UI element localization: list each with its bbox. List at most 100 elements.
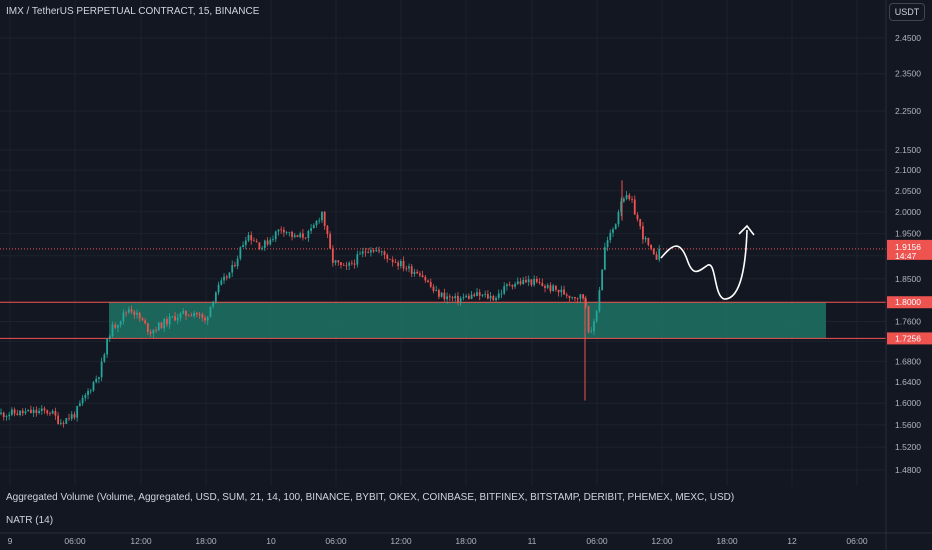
candle	[345, 261, 348, 271]
candle	[584, 295, 587, 309]
candle	[647, 237, 650, 247]
candle	[429, 278, 432, 289]
candle	[68, 413, 70, 422]
candle	[337, 260, 340, 266]
price-tick-label: 1.6000	[895, 398, 921, 408]
candle	[2, 411, 5, 421]
candle	[476, 288, 478, 297]
candle	[435, 285, 438, 292]
candle	[516, 277, 519, 286]
candle	[459, 296, 462, 306]
indicator-natr-legend[interactable]: NATR (14)	[6, 515, 54, 526]
candle	[378, 246, 380, 254]
candle	[40, 404, 43, 415]
candle	[144, 318, 147, 325]
candle	[544, 284, 546, 293]
candle	[639, 218, 642, 230]
candle	[282, 226, 285, 237]
candle	[187, 314, 190, 317]
time-tick-label: 11	[528, 536, 537, 546]
price-tick-label: 2.4500	[895, 33, 921, 43]
candle	[304, 237, 307, 240]
candle	[269, 237, 272, 246]
candle	[46, 409, 49, 416]
candle	[522, 276, 525, 285]
candle	[489, 291, 492, 302]
grid-lines	[0, 0, 886, 486]
candle	[370, 246, 372, 257]
candle	[486, 290, 489, 300]
candle	[157, 321, 160, 332]
indicator-volume-legend[interactable]: Aggregated Volume (Volume, Aggregated, U…	[6, 492, 735, 503]
candle	[228, 272, 231, 279]
time-tick-label: 18:00	[716, 536, 738, 546]
candle	[263, 239, 266, 251]
candle	[530, 279, 533, 287]
candle	[108, 334, 111, 342]
time-tick-label: 10	[266, 536, 276, 546]
candle	[5, 414, 8, 421]
candle	[579, 293, 582, 303]
candle	[617, 209, 620, 228]
candles	[0, 180, 661, 428]
time-axis[interactable]: 9 06:00 12:00 18:00 10 06:00 12:00 18:00 11 06:00…	[8, 536, 868, 546]
candle	[527, 275, 530, 287]
candle	[280, 226, 283, 234]
candle	[473, 292, 476, 298]
candle	[593, 318, 595, 336]
candle	[277, 229, 280, 236]
candle	[111, 321, 114, 338]
zone-bottom-tag	[887, 332, 932, 345]
candle	[13, 407, 16, 417]
demand-zone	[109, 302, 826, 339]
candle	[356, 250, 359, 268]
candle	[214, 291, 217, 305]
candle	[628, 193, 631, 201]
candle	[631, 196, 633, 204]
candle	[620, 197, 623, 217]
candle	[312, 223, 315, 229]
candle	[606, 236, 609, 252]
candle	[383, 250, 386, 260]
candle	[465, 294, 468, 298]
candle	[122, 309, 125, 325]
candle	[454, 293, 457, 303]
candle	[622, 196, 625, 203]
candle	[563, 285, 565, 295]
price-tick-label: 1.8500	[895, 274, 921, 284]
candle	[127, 306, 130, 315]
projection-arrowhead	[738, 224, 755, 236]
candle	[195, 311, 198, 318]
candle	[438, 288, 440, 300]
price-tick-label: 2.0500	[895, 186, 921, 196]
candle	[296, 234, 299, 238]
candle	[73, 411, 76, 420]
candle	[258, 242, 261, 251]
candle	[87, 388, 89, 400]
candle	[310, 223, 312, 234]
candle	[293, 232, 296, 239]
candle	[62, 420, 65, 428]
candle	[541, 278, 544, 287]
candle	[179, 311, 182, 322]
candle	[166, 316, 168, 328]
currency-button[interactable]: USDT	[889, 3, 925, 21]
candle	[16, 409, 19, 416]
candle	[30, 405, 32, 414]
candle	[380, 250, 383, 256]
candle	[321, 211, 323, 224]
candle	[549, 282, 552, 294]
candle	[652, 247, 655, 255]
candle	[405, 265, 408, 272]
candle	[43, 406, 46, 414]
candle	[329, 231, 332, 249]
candle	[19, 410, 21, 417]
time-tick-label: 12	[787, 536, 797, 546]
candle	[217, 281, 220, 296]
price-tick-label: 1.6400	[895, 377, 921, 387]
candle	[32, 406, 35, 418]
time-tick-label: 18:00	[195, 536, 217, 546]
candle	[103, 352, 106, 363]
